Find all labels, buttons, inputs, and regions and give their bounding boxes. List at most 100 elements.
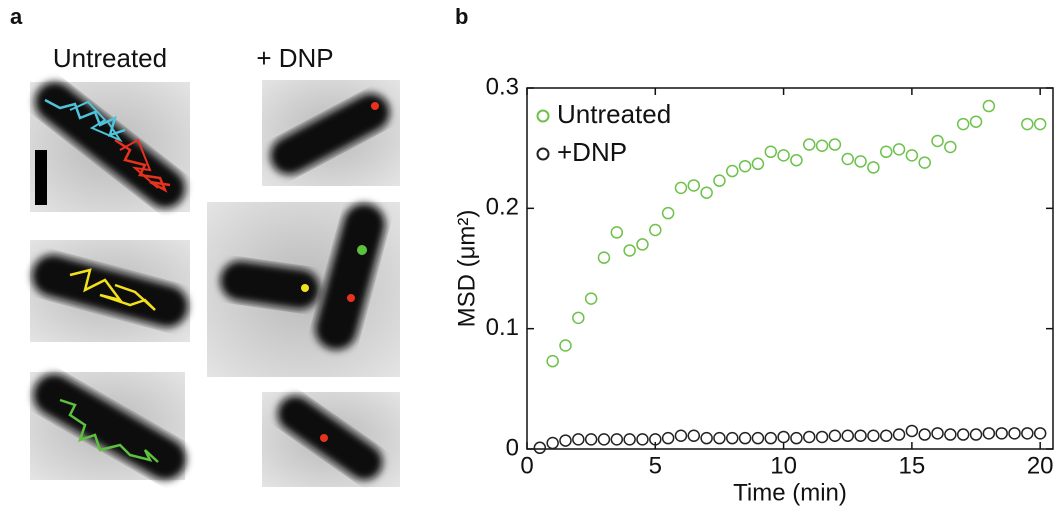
micrograph (30, 372, 187, 480)
data-point (713, 174, 726, 187)
data-point (982, 99, 996, 113)
data-point (738, 159, 752, 173)
data-point (738, 431, 752, 445)
data-point (597, 251, 611, 264)
data-point (1021, 427, 1034, 440)
data-point (828, 429, 842, 443)
y-tick-label: 0.1 (486, 314, 519, 341)
data-point (1021, 117, 1034, 131)
data-point (867, 161, 880, 174)
x-tick-label: 10 (770, 452, 797, 479)
data-point (584, 433, 598, 446)
data-point (713, 431, 726, 445)
data-point (969, 428, 983, 441)
data-point (546, 436, 559, 450)
data-point (726, 431, 739, 445)
data-point (944, 428, 957, 441)
x-tick-label: 20 (1027, 452, 1054, 479)
data-point (764, 431, 778, 445)
legend-marker (536, 109, 550, 123)
data-point (764, 145, 778, 159)
data-point (649, 223, 662, 237)
plot-frame (526, 87, 1054, 450)
data-point (559, 339, 572, 352)
data-point (623, 433, 636, 446)
data-point (892, 428, 906, 441)
column-label: Untreated (53, 43, 167, 73)
data-point (726, 164, 739, 178)
data-point (649, 433, 662, 446)
panel-label: a (10, 4, 23, 29)
y-tick-label: 0.3 (486, 73, 519, 100)
legend-marker (536, 147, 550, 161)
data-point (982, 427, 996, 440)
legend-label: +DNP (557, 137, 627, 167)
scatter-chart: 0 5 10 15 20 0 0.1 0.2 0.3 Time (min) MSD (μm²) Unt… (453, 73, 1054, 506)
data-point (918, 156, 931, 169)
data-point (700, 186, 713, 199)
data-point (854, 155, 867, 168)
data-point (841, 152, 854, 166)
data-point (790, 153, 803, 167)
data-point (559, 434, 572, 447)
data-point (1033, 117, 1047, 131)
data-point (661, 431, 675, 445)
column-label: + DNP (256, 43, 333, 73)
micrograph (262, 80, 400, 186)
data-point (777, 430, 790, 444)
data-point (995, 427, 1008, 440)
data-point (1033, 427, 1047, 440)
data-point (623, 244, 636, 257)
data-point (956, 428, 970, 441)
y-tick-label: 0.2 (486, 194, 519, 221)
data-point (661, 206, 675, 220)
data-point (572, 433, 585, 446)
data-point (610, 226, 624, 239)
data-point (777, 149, 790, 162)
data-point (687, 429, 701, 443)
x-tick-label: 15 (899, 452, 926, 479)
data-point (1008, 427, 1021, 440)
data-point (944, 140, 957, 154)
data-point (841, 429, 854, 443)
data-point (533, 441, 547, 455)
data-point (854, 429, 867, 443)
y-axis-label: MSD (μm²) (453, 210, 480, 328)
data-point (610, 433, 624, 446)
micrograph (30, 81, 190, 212)
legend-label: Untreated (557, 99, 671, 129)
data-point (636, 238, 649, 251)
y-tick-label: 0 (506, 434, 519, 461)
data-point (815, 430, 829, 444)
data-point (700, 431, 713, 445)
data-point (790, 431, 803, 445)
data-point (572, 311, 585, 325)
data-point (674, 181, 688, 195)
data-point (687, 179, 701, 192)
data-point (674, 429, 688, 443)
data-point (597, 433, 611, 446)
data-point (892, 143, 906, 156)
data-point (546, 354, 559, 368)
data-point (636, 433, 649, 446)
data-point (802, 138, 816, 151)
micrograph (262, 392, 400, 487)
data-point (828, 138, 842, 151)
data-point (956, 117, 970, 131)
x-tick-label: 0 (520, 452, 533, 479)
data-point (931, 134, 944, 148)
x-tick-label: 5 (649, 452, 662, 479)
x-axis-label: Time (min) (733, 479, 847, 506)
data-point (905, 149, 919, 162)
data-point (802, 430, 816, 444)
micrograph (30, 240, 190, 342)
data-point (969, 115, 983, 128)
data-point (879, 429, 893, 443)
data-point (931, 427, 944, 440)
data-point (751, 431, 765, 445)
data-point (815, 139, 829, 153)
data-point (918, 428, 931, 441)
data-point (905, 424, 919, 438)
data-point (584, 292, 598, 305)
